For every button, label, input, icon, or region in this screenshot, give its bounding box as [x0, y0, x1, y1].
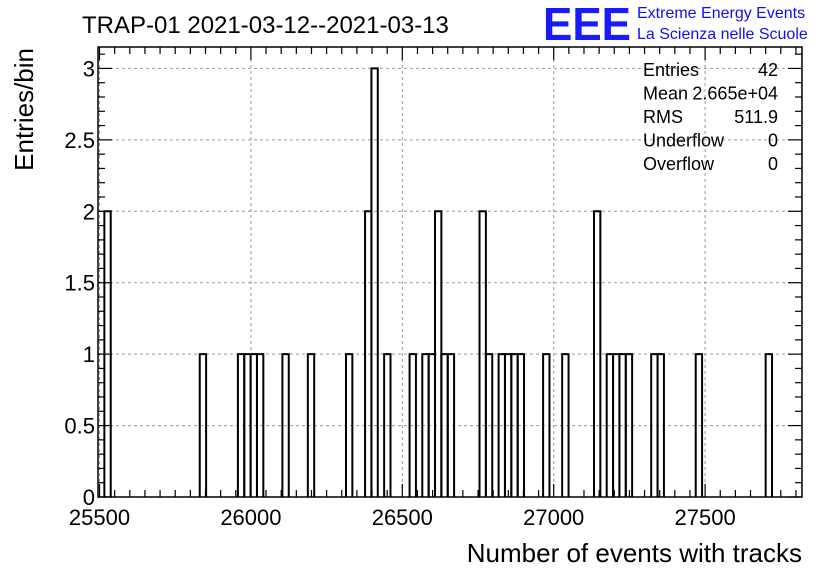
histogram-bin — [542, 353, 551, 497]
histogram-bin — [624, 353, 634, 497]
y-tick-label: 0.5 — [64, 414, 95, 439]
y-tick-label: 3 — [83, 56, 95, 81]
stats-label: Mean — [643, 84, 688, 104]
stats-value: 511.9 — [734, 107, 778, 127]
y-tick-label: 0 — [83, 485, 95, 510]
y-tick-label: 2 — [83, 199, 95, 224]
histogram-bin — [370, 67, 379, 497]
histogram-bin — [408, 353, 417, 497]
logo-line-2: La Scienza nelle Scuole — [637, 26, 808, 43]
y-tick-label: 1.5 — [64, 271, 95, 296]
eee-logo-mark: EEE — [543, 0, 631, 50]
histogram-bin — [561, 353, 570, 497]
histogram-bin — [656, 353, 665, 497]
histogram-bin — [344, 353, 354, 497]
histogram-bin — [281, 353, 290, 497]
x-tick-label: 25500 — [69, 505, 130, 530]
logo-line-1: Extreme Energy Events — [637, 5, 805, 22]
x-tick-label: 26000 — [220, 505, 281, 530]
x-tick-label: 27500 — [675, 505, 736, 530]
plot-frame — [97, 46, 803, 498]
y-tick-label: 1 — [83, 342, 95, 367]
histogram-bin — [484, 353, 494, 497]
x-axis-label: Number of events with tracks — [467, 538, 802, 568]
y-axis-label: Entries/bin — [9, 48, 39, 171]
stats-label: Overflow — [643, 154, 715, 174]
histogram-bin — [592, 210, 602, 497]
x-tick-label: 27000 — [523, 505, 584, 530]
stats-label: Underflow — [643, 131, 725, 151]
histogram-bin — [198, 353, 208, 497]
histogram-bin — [694, 353, 704, 497]
stats-label: Entries — [643, 60, 699, 80]
histogram-bin — [255, 353, 265, 497]
histogram-bin — [516, 353, 526, 497]
stats-label: RMS — [643, 107, 683, 127]
y-tick-label: 2.5 — [64, 128, 95, 153]
eee-logo: EEE Extreme Energy Events La Scienza nel… — [543, 0, 808, 50]
histogram-bin — [446, 353, 456, 497]
stats-value: 42 — [758, 60, 778, 80]
x-tick-label: 26500 — [372, 505, 433, 530]
stats-box: Entries 42 Mean 2.665e+04 RMS 511.9 Underflow 0… — [643, 60, 778, 174]
stats-value: 2.665e+04 — [692, 84, 778, 104]
histogram-bin — [764, 353, 774, 497]
axis-ticks — [98, 47, 802, 498]
stats-value: 0 — [768, 154, 778, 174]
histogram-bin — [383, 353, 392, 497]
chart-title: TRAP-01 2021-03-12--2021-03-13 — [82, 12, 449, 39]
stats-value: 0 — [768, 131, 778, 151]
axis-tick-labels: 25500 26000 26500 27000 27500 0 0.5 1 1.5 2 2.5 3 — [64, 56, 735, 530]
histogram-bin — [306, 353, 316, 497]
